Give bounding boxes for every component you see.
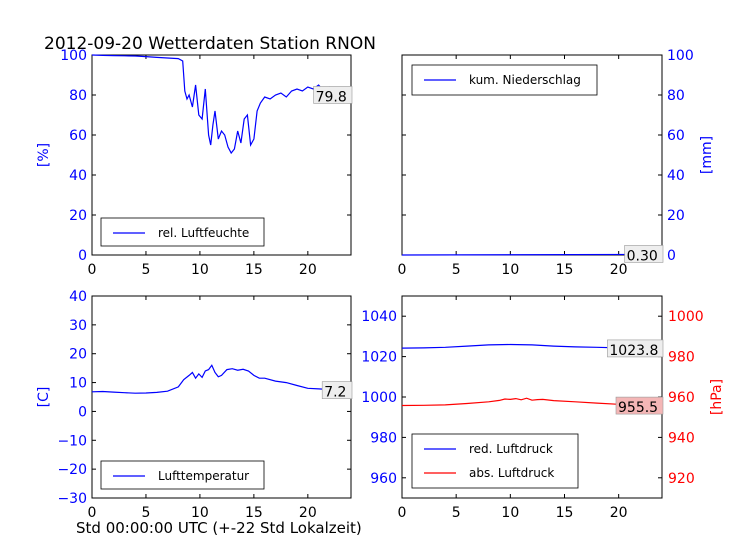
series-line: [401, 253, 663, 256]
y2-tick-label: 1000: [668, 309, 704, 325]
series-line: [401, 397, 663, 407]
y-tick-label: 100: [60, 48, 87, 64]
y-tick-label: 1020: [361, 350, 397, 366]
y-tick-label: 0: [78, 248, 87, 264]
y-tick-label: 20: [69, 347, 87, 363]
value-box: [313, 86, 353, 104]
value-label: 7.2: [324, 385, 346, 401]
x-tick-label: 0: [88, 505, 97, 521]
series-line: [91, 54, 352, 155]
x-tick-label: 20: [610, 262, 628, 278]
y-tick-label: 980: [370, 430, 397, 446]
x-tick-label: 0: [398, 262, 407, 278]
x-tick-label: 20: [299, 505, 317, 521]
y2-tick-label: 960: [668, 390, 695, 406]
x-tick-label: 15: [556, 262, 574, 278]
plot-frame: [91, 54, 352, 256]
y-axis-label: [C]: [36, 387, 52, 408]
x-tick-label: 20: [610, 505, 628, 521]
y-tick-label: 80: [667, 88, 685, 104]
panel-pressure: 0 5 10 15 20 960 980 1000 1020 1040 920 940 960 980 10…: [361, 295, 725, 521]
y-tick-label: 80: [69, 88, 87, 104]
y2-tick-label: 940: [668, 430, 695, 446]
x-tick-label: 5: [452, 505, 461, 521]
panel-precipitation: 0 5 10 15 20 0 20 40 60 80 100 [mm] 0.30 kum. Nieders…: [398, 48, 715, 278]
y2-tick-label: 980: [668, 350, 695, 366]
legend-box: [100, 460, 265, 490]
value-box: [607, 339, 664, 358]
x-tick-label: 20: [299, 262, 317, 278]
x-tick-label: 15: [245, 505, 263, 521]
value-box: [615, 396, 664, 415]
y-tick-label: 0: [78, 404, 87, 420]
legend-label: abs. Luftdruck: [469, 466, 554, 480]
value-label: 0.30: [627, 248, 658, 264]
legend-label: rel. Luftfeuchte: [158, 226, 249, 240]
y-tick-label: 10: [69, 376, 87, 392]
figure-title: 2012-09-20 Wetterdaten Station RNON: [44, 34, 376, 54]
y-tick-label: 30: [69, 318, 87, 334]
y-tick-label: 20: [69, 208, 87, 224]
y-axis-label: [mm]: [699, 136, 715, 174]
y-axis-label: [%]: [36, 143, 52, 167]
x-tick-label: 15: [556, 505, 574, 521]
y-tick-label: 40: [667, 168, 685, 184]
legend-label: red. Luftdruck: [469, 442, 553, 456]
panel-humidity: 0 5 10 15 20 0 20 40 60 80 100 [%] 79.8 rel. Luftfeuc…: [36, 48, 353, 278]
y2-tick-label: 920: [668, 471, 695, 487]
series-line: [91, 364, 352, 394]
x-tick-label: 10: [501, 262, 519, 278]
x-axis-label: Std 00:00:00 UTC (+-22 Std Lokalzeit): [76, 519, 362, 537]
y-tick-label: 1000: [361, 390, 397, 406]
y-tick-label: −20: [57, 462, 87, 478]
x-tick-label: 10: [191, 505, 209, 521]
x-tick-label: 0: [88, 262, 97, 278]
value-label: 79.8: [316, 89, 347, 105]
y-tick-label: 100: [667, 48, 694, 64]
y-tick-label: 40: [69, 289, 87, 305]
y-tick-label: −30: [57, 491, 87, 507]
value-box: [321, 381, 353, 399]
y-tick-label: 0: [667, 248, 676, 264]
x-tick-label: 0: [398, 505, 407, 521]
y-tick-label: 20: [667, 208, 685, 224]
y-tick-label: −10: [57, 433, 87, 449]
y-axis-label: [hPa]: [709, 379, 725, 415]
y-tick-label: 960: [370, 471, 397, 487]
legend-box: [411, 433, 579, 489]
legend-box: [100, 217, 265, 247]
value-box: [624, 245, 664, 263]
value-label: 955.5: [618, 400, 658, 416]
x-tick-label: 15: [245, 262, 263, 278]
panel-temperature: 0 5 10 15 20 −30 −20 −10 0 10 20 30 40 [C] 7.2 Lufttemp…: [36, 289, 353, 521]
y-tick-label: 60: [667, 128, 685, 144]
x-tick-label: 10: [501, 505, 519, 521]
legend-label: kum. Niederschlag: [469, 73, 581, 87]
legend-label: Lufttemperatur: [158, 469, 249, 483]
y-tick-label: 60: [69, 128, 87, 144]
x-tick-label: 5: [452, 262, 461, 278]
value-label: 1023.8: [609, 343, 658, 359]
x-tick-label: 5: [141, 262, 150, 278]
x-tick-label: 5: [141, 505, 150, 521]
y-tick-label: 40: [69, 168, 87, 184]
x-tick-label: 10: [191, 262, 209, 278]
y-tick-label: 1040: [361, 309, 397, 325]
